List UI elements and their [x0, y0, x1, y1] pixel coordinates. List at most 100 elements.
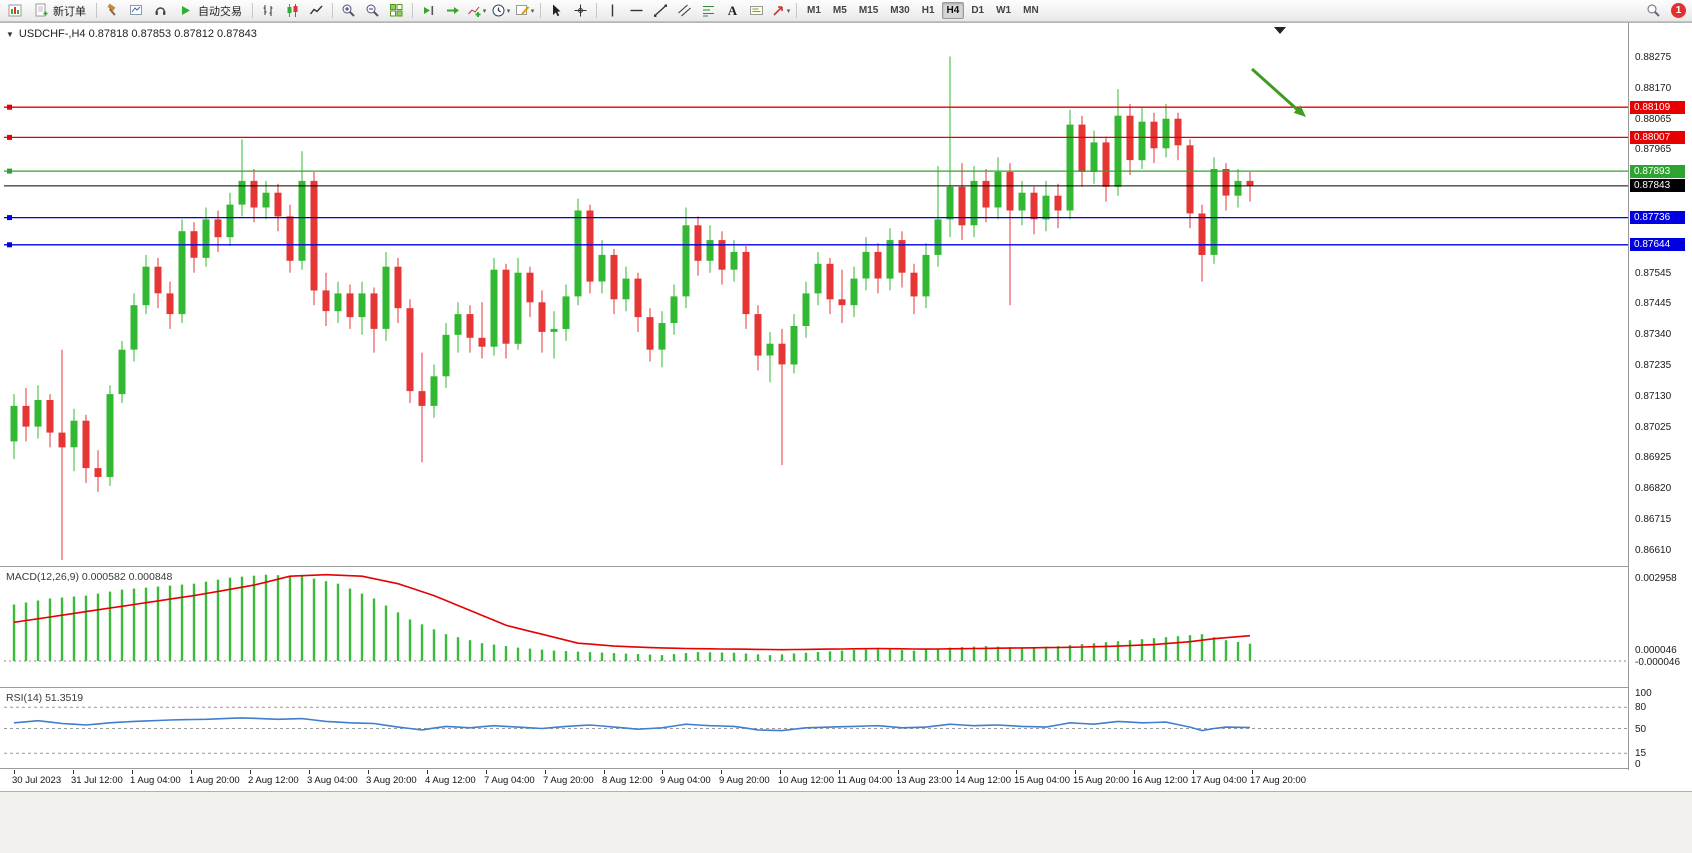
- rsi-axis-label: 50: [1635, 724, 1647, 735]
- timeframe-M5[interactable]: M5: [832, 5, 847, 16]
- fibonacci-tool-button[interactable]: [697, 0, 720, 22]
- search-button[interactable]: [1642, 0, 1665, 22]
- trend-arrow-annotation[interactable]: [1250, 67, 1306, 117]
- time-axis-label: 1 Aug 04:00: [130, 775, 181, 786]
- price-chart-panel[interactable]: [4, 23, 1628, 566]
- green-level-handle[interactable]: [7, 168, 12, 174]
- fibonacci-icon: [701, 3, 716, 18]
- text-tool-button[interactable]: A: [721, 0, 744, 22]
- timeframe-M30[interactable]: M30: [890, 5, 910, 16]
- time-tick: [1075, 770, 1076, 774]
- chevron-down-icon: ▾: [786, 7, 791, 15]
- time-tick: [1134, 770, 1135, 774]
- tile-windows-button[interactable]: [385, 0, 408, 22]
- price-tag-support-lower: 0.87644: [1630, 238, 1685, 251]
- horizontal-line-icon: [629, 3, 644, 18]
- toolbar-right-group: 1: [1642, 0, 1688, 22]
- time-tick: [604, 770, 605, 774]
- chart-bars-button[interactable]: [257, 0, 280, 22]
- timeframe-H4[interactable]: H4: [941, 2, 965, 19]
- clock-icon: [491, 3, 506, 18]
- candlestick-chart[interactable]: [4, 23, 1628, 566]
- indicators-icon: [467, 3, 482, 18]
- macd-chart[interactable]: [4, 568, 1628, 687]
- macd-panel[interactable]: [4, 568, 1628, 687]
- panel-splitter[interactable]: [0, 566, 1692, 567]
- price-axis-label: 0.87445: [1635, 298, 1672, 309]
- toolbar-separator: [596, 3, 597, 18]
- support-upper-handle[interactable]: [7, 215, 12, 221]
- templates-button[interactable]: ▾: [513, 0, 536, 22]
- time-axis-label: 9 Aug 04:00: [660, 775, 711, 786]
- tile-windows-icon: [389, 3, 404, 18]
- panel-splitter[interactable]: [0, 768, 1692, 769]
- price-axis[interactable]: 0.88275 0.88170 0.88065 0.87965 0.87545 0.874…: [1629, 23, 1692, 790]
- price-tag-support-upper: 0.87736: [1630, 211, 1685, 224]
- periods-button[interactable]: ▾: [489, 0, 512, 22]
- panel-splitter[interactable]: [0, 687, 1692, 688]
- profiles-button[interactable]: [125, 0, 148, 22]
- chart-shift-button[interactable]: [417, 0, 440, 22]
- timeframe-M1[interactable]: M1: [807, 5, 821, 16]
- new-order-button[interactable]: 新订单: [28, 0, 92, 22]
- time-axis[interactable]: 30 Jul 2023 31 Jul 12:00 1 Aug 04:00 1 Aug …: [0, 770, 1692, 790]
- resistance-lower-handle[interactable]: [7, 134, 12, 140]
- trendline-tool-button[interactable]: [649, 0, 672, 22]
- cursor-button[interactable]: [545, 0, 568, 22]
- new-chart-icon: [8, 3, 23, 18]
- market-watch-button[interactable]: [149, 0, 172, 22]
- price-axis-label: 0.86820: [1635, 483, 1672, 494]
- auto-scroll-icon: [445, 3, 460, 18]
- zoom-in-button[interactable]: [337, 0, 360, 22]
- macd-axis-label: 0.000046: [1635, 645, 1677, 656]
- channel-tool-button[interactable]: [673, 0, 696, 22]
- timeframe-D1[interactable]: D1: [971, 5, 985, 16]
- shapes-tool-button[interactable]: ▾: [769, 0, 792, 22]
- search-icon: [1646, 3, 1661, 18]
- support-lower-handle[interactable]: [7, 242, 12, 248]
- symbol-ohlc-text: USDCHF-,H4 0.87818 0.87853 0.87812 0.878…: [18, 28, 257, 40]
- indicators-button[interactable]: ▾: [465, 0, 488, 22]
- auto-scroll-button[interactable]: [441, 0, 464, 22]
- label-tool-button[interactable]: [745, 0, 768, 22]
- timeframe-MN[interactable]: MN: [1023, 5, 1039, 16]
- rsi-axis-label: 15: [1635, 748, 1647, 759]
- toolbox-button[interactable]: [101, 0, 124, 22]
- time-axis-label: 15 Aug 04:00: [1014, 775, 1070, 786]
- rsi-chart[interactable]: [4, 689, 1628, 768]
- timeframe-W1[interactable]: W1: [996, 5, 1012, 16]
- timeframe-M15[interactable]: M15: [858, 5, 879, 16]
- macd-signal-line: [13, 573, 1251, 651]
- time-tick: [486, 770, 487, 774]
- vertical-line-icon: [605, 3, 620, 18]
- chart-window: ▼ USDCHF-,H4 0.87818 0.87853 0.87812 0.8…: [0, 22, 1692, 853]
- macd-axis-label: -0.000046: [1635, 657, 1681, 668]
- autotrading-button[interactable]: 自动交易: [173, 0, 248, 22]
- time-tick: [780, 770, 781, 774]
- new-chart-button[interactable]: [4, 0, 27, 22]
- resistance-upper-handle[interactable]: [7, 104, 12, 110]
- time-axis-label: 1 Aug 20:00: [189, 775, 240, 786]
- crosshair-icon: [573, 3, 588, 18]
- time-tick: [957, 770, 958, 774]
- time-tick: [191, 770, 192, 774]
- rsi-indicator-label: RSI(14) 51.3519: [6, 692, 84, 704]
- time-axis-label: 4 Aug 12:00: [425, 775, 476, 786]
- price-axis-label: 0.88170: [1635, 83, 1672, 94]
- time-axis-label: 15 Aug 20:00: [1073, 775, 1129, 786]
- timeframe-H1[interactable]: H1: [921, 5, 935, 16]
- chart-line-button[interactable]: [305, 0, 328, 22]
- time-tick: [250, 770, 251, 774]
- rsi-panel[interactable]: [4, 689, 1628, 768]
- horizontal-line-tool-button[interactable]: [625, 0, 648, 22]
- chart-candles-button[interactable]: [281, 0, 304, 22]
- chart-profile-icon: [129, 3, 144, 18]
- cursor-icon: [549, 3, 564, 18]
- vertical-line-tool-button[interactable]: [601, 0, 624, 22]
- zoom-out-button[interactable]: [361, 0, 384, 22]
- crosshair-button[interactable]: [569, 0, 592, 22]
- notifications-badge[interactable]: 1: [1671, 3, 1686, 18]
- collapse-triangle-icon: ▼: [6, 29, 14, 39]
- new-order-label: 新订单: [53, 5, 86, 18]
- rsi-axis-label: 80: [1635, 702, 1647, 713]
